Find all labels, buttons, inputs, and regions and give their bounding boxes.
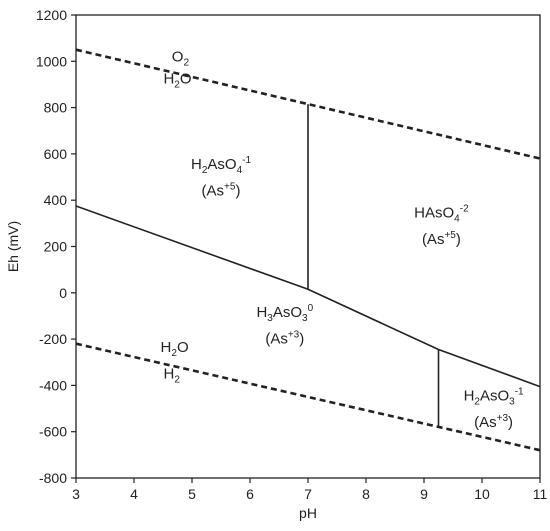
y-tick-label: 1200 xyxy=(36,7,67,23)
y-axis-label: Eh (mV) xyxy=(5,221,21,272)
y-tick-label: 400 xyxy=(44,192,68,208)
y-tick-label: 200 xyxy=(44,239,68,255)
x-tick-label: 5 xyxy=(188,486,196,502)
field-label: H2AsO4-1 xyxy=(191,155,251,176)
field-label: (As+3) xyxy=(265,330,304,348)
field-label: HAsO4-2 xyxy=(414,204,469,225)
x-tick-label: 3 xyxy=(72,486,80,502)
field-label: (As+5) xyxy=(202,182,241,200)
field-label: H3AsO30 xyxy=(256,303,313,324)
field-label: O2 xyxy=(172,48,190,68)
field-label: H2AsO3-1 xyxy=(464,386,524,407)
x-tick-label: 6 xyxy=(246,486,254,502)
y-tick-label: -800 xyxy=(39,470,67,486)
axis-ticks: 3 4 5 6 7 8 9 10 11 -800 -600 -400 -200 0 200 400 600 800… xyxy=(36,7,548,502)
x-tick-label: 10 xyxy=(474,486,490,502)
y-tick-label: -400 xyxy=(39,377,67,393)
field-label: H2O xyxy=(161,339,189,359)
field-labels: O2H2OH2AsO4-1(As+5)HAsO4-2(As+5)H3AsO30(… xyxy=(161,48,524,431)
y-tick-label: 600 xyxy=(44,146,68,162)
x-tick-label: 7 xyxy=(304,486,312,502)
x-tick-label: 8 xyxy=(362,486,370,502)
field-label: (As+5) xyxy=(422,230,461,248)
boundary-lines xyxy=(75,48,541,452)
x-tick-label: 9 xyxy=(420,486,428,502)
y-tick-label: -200 xyxy=(39,331,67,347)
y-tick-label: 1000 xyxy=(36,53,67,69)
field-label: H2 xyxy=(163,365,180,385)
x-axis-label: pH xyxy=(299,505,317,521)
y-tick-label: 800 xyxy=(44,100,68,116)
x-tick-label: 11 xyxy=(533,486,548,502)
field-label: H2O xyxy=(163,70,191,90)
boundary-line-2 xyxy=(75,205,541,388)
field-label: (As+3) xyxy=(474,413,513,431)
y-tick-label: -600 xyxy=(39,424,67,440)
y-tick-label: 0 xyxy=(59,285,67,301)
x-tick-label: 4 xyxy=(130,486,138,502)
